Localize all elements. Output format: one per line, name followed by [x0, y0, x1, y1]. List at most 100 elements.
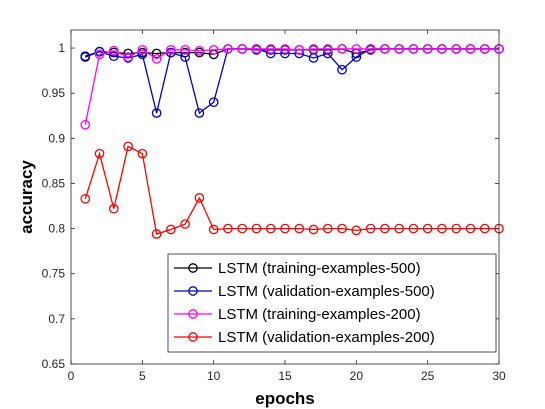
x-tick-label: 30: [492, 369, 506, 383]
y-tick-label: 1: [58, 41, 65, 55]
series-4-point: [308, 224, 319, 235]
legend-label: LSTM (validation-examples-500): [218, 283, 435, 300]
series-layer: [80, 44, 504, 239]
legend-swatch-marker: [188, 309, 198, 319]
series-3-point: [280, 44, 290, 54]
series-3-point: [80, 119, 91, 130]
y-tick-label: 0.8: [48, 222, 65, 236]
series-4-point: [465, 223, 476, 234]
series-3-point: [337, 44, 347, 54]
series-4-point: [223, 223, 233, 234]
legend-box: [167, 253, 497, 353]
series-3-point: [108, 45, 119, 56]
series-3-point: [166, 45, 176, 55]
series-4-point: [265, 223, 276, 234]
tick-layer: 0 5 10 15 20 25 30 0.65 0.7 0.75 0.8 0.85 0.9 0.95 1: [42, 30, 506, 383]
series-3: [80, 44, 504, 130]
series-3-point: [223, 44, 233, 54]
series-4-point: [422, 223, 433, 234]
series-4-point: [437, 223, 447, 234]
series-3-point: [408, 44, 419, 54]
series-3-point: [322, 44, 333, 54]
x-tick-label: 25: [421, 369, 435, 383]
series-3-point: [265, 44, 276, 54]
x-tick-label: 20: [350, 369, 364, 383]
series-4-point: [280, 223, 290, 234]
series-1-point: [151, 48, 162, 59]
legend: LSTM (training-examples-500) LSTM (valida…: [167, 253, 497, 353]
series-3-point: [237, 44, 248, 54]
series-4-point: [166, 224, 176, 235]
series-4-point: [251, 223, 262, 234]
series-4-point: [451, 223, 462, 234]
series-4-point: [123, 141, 133, 152]
legend-swatch-marker: [188, 332, 198, 342]
legend-item: LSTM (training-examples-500): [174, 260, 421, 277]
y-tick-label: 0.7: [48, 312, 65, 326]
y-tick-label: 0.65: [42, 357, 66, 371]
y-axis-title: accuracy: [17, 160, 36, 234]
series-4-point: [94, 148, 105, 159]
series-3-point: [308, 44, 319, 54]
series-4-point: [180, 219, 190, 229]
series-3-line: [84, 48, 499, 125]
series-4-point: [108, 203, 119, 214]
series-3-point: [294, 45, 305, 55]
series-3-point: [123, 52, 133, 62]
series-3-point: [194, 45, 205, 56]
x-axis-title: epochs: [255, 389, 315, 408]
series-3-point: [465, 44, 476, 54]
series-3-point: [437, 44, 447, 54]
series-2-point: [108, 51, 119, 62]
series-3-point: [451, 44, 462, 54]
series-3-point: [137, 45, 148, 55]
legend-label: LSTM (validation-examples-200): [218, 329, 435, 346]
x-tick-label: 0: [68, 369, 75, 383]
legend-label: LSTM (training-examples-500): [218, 260, 421, 277]
legend-swatch-marker: [188, 263, 198, 273]
series-4-point: [322, 223, 333, 234]
legend-swatch-marker: [188, 286, 198, 296]
series-3-point: [151, 54, 162, 64]
series-4-point: [380, 223, 390, 234]
series-3-point: [251, 44, 262, 54]
series-4-line: [84, 145, 499, 235]
y-tick-label: 0.9: [48, 131, 65, 145]
series-4-point: [80, 193, 91, 204]
y-tick-label: 0.95: [42, 86, 66, 100]
series-2-point: [180, 52, 190, 62]
series-3-point: [394, 44, 404, 54]
series-3-point: [94, 49, 105, 60]
series-4-point: [137, 148, 148, 159]
x-tick-label: 10: [207, 369, 221, 383]
legend-item: LSTM (validation-examples-200): [174, 329, 435, 346]
series-4-point: [408, 223, 419, 234]
legend-item: LSTM (training-examples-200): [174, 306, 421, 323]
series-2-point: [337, 64, 347, 75]
series-3-point: [180, 45, 190, 55]
series-4: [80, 141, 504, 239]
x-tick-label: 15: [278, 369, 292, 383]
series-4-point: [294, 223, 305, 234]
series-4-point: [337, 223, 347, 234]
series-3-point: [208, 45, 219, 55]
series-2-point: [80, 52, 91, 62]
y-tick-label: 0.75: [42, 267, 66, 281]
legend-item: LSTM (validation-examples-500): [174, 283, 435, 300]
series-3-point: [365, 44, 376, 54]
series-2-point: [194, 108, 205, 118]
series-2-point: [208, 97, 219, 108]
x-tick-label: 5: [139, 369, 146, 383]
series-2-point: [151, 108, 162, 118]
legend-label: LSTM (training-examples-200): [218, 306, 421, 323]
y-tick-label: 0.85: [42, 176, 66, 190]
series-4-point: [237, 223, 248, 234]
series-4-point: [479, 223, 490, 234]
series-3-point: [422, 44, 433, 54]
series-4-point: [365, 223, 376, 234]
series-3-point: [351, 44, 362, 54]
series-4-point: [394, 223, 404, 234]
series-3-point: [380, 44, 390, 54]
